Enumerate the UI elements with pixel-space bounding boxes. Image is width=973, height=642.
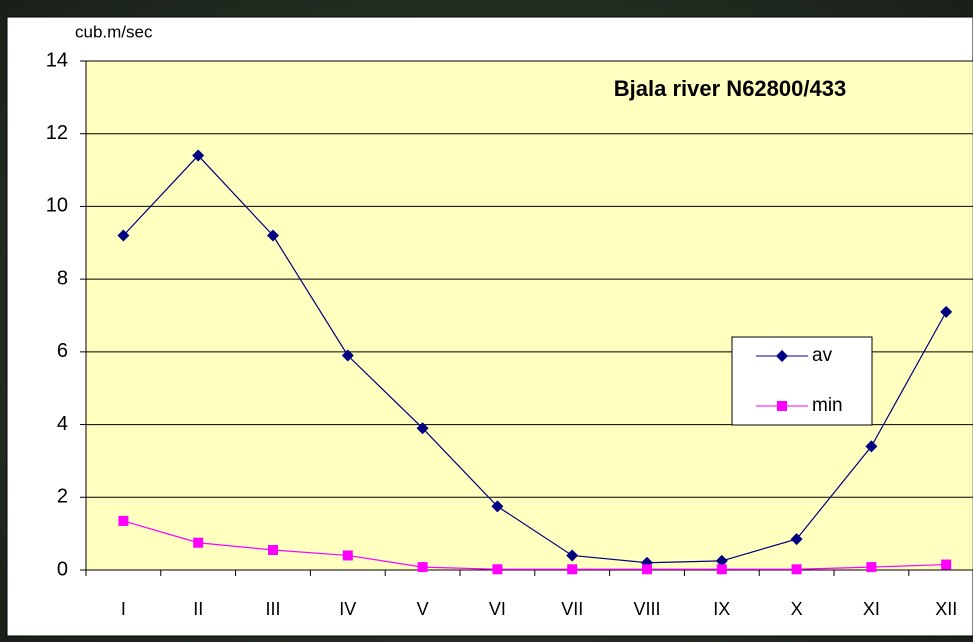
- marker: [642, 564, 652, 574]
- x-tick-label: X: [791, 599, 803, 619]
- marker: [418, 562, 428, 572]
- x-tick-label: VIII: [633, 599, 660, 619]
- marker: [777, 401, 787, 411]
- marker: [567, 564, 577, 574]
- marker: [492, 564, 502, 574]
- x-tick-label: VI: [489, 599, 506, 619]
- x-tick-label: I: [121, 599, 126, 619]
- y-tick-label: 2: [57, 486, 68, 508]
- y-tick-label: 14: [46, 49, 68, 71]
- chart: 02468101214IIIIIIIVVVIVIIVIIIIXXXIXII cu…: [0, 0, 973, 642]
- x-tick-label: VII: [561, 599, 583, 619]
- legend: [732, 337, 872, 425]
- marker: [866, 562, 876, 572]
- y-tick-label: 6: [57, 340, 68, 362]
- plot-area: [86, 61, 973, 570]
- x-tick-label: IX: [713, 599, 730, 619]
- x-tick-label: XII: [935, 599, 957, 619]
- x-tick-label: III: [265, 599, 280, 619]
- x-tick-label: IV: [339, 599, 356, 619]
- legend-label: min: [812, 395, 843, 416]
- y-tick-label: 8: [57, 267, 68, 289]
- x-tick-label: II: [193, 599, 203, 619]
- y-axis-label: cub.m/sec: [75, 22, 153, 41]
- chart-title: Bjala river N62800/433: [614, 76, 846, 101]
- marker: [343, 550, 353, 560]
- legend-label: av: [812, 345, 833, 366]
- marker: [268, 545, 278, 555]
- marker: [792, 564, 802, 574]
- y-tick-label: 10: [46, 195, 68, 217]
- y-tick-label: 12: [46, 122, 68, 144]
- y-tick-label: 0: [57, 558, 68, 580]
- y-tick-label: 4: [57, 413, 68, 435]
- marker: [118, 516, 128, 526]
- marker: [941, 560, 951, 570]
- marker: [193, 538, 203, 548]
- x-tick-label: XI: [863, 599, 880, 619]
- page: {"chart_data": {"type": "line", "title":…: [0, 0, 973, 642]
- marker: [717, 564, 727, 574]
- x-tick-label: V: [417, 599, 429, 619]
